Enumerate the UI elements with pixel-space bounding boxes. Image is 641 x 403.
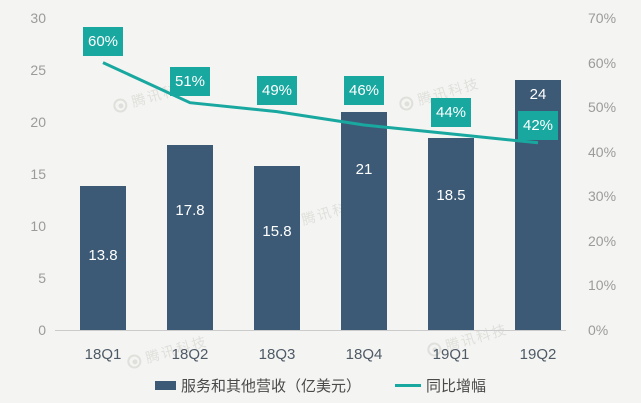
bar-value-label: 18.5 — [436, 186, 466, 204]
revenue-bar-18Q3 — [254, 165, 300, 330]
growth-line-swatch-icon — [395, 384, 421, 387]
bar-value-label: 13.8 — [88, 247, 118, 265]
growth-value-label: 44% — [431, 97, 471, 127]
legend-revenue-label: 服务和其他营收（亿美元） — [180, 378, 361, 395]
legend: 服务和其他营收（亿美元） 同比增幅 — [0, 375, 641, 396]
revenue-bar-18Q2 — [167, 144, 213, 330]
right-axis-tick: 20% — [588, 232, 617, 249]
right-axis-tick: 50% — [588, 99, 617, 116]
x-axis-label-19Q2: 19Q2 — [519, 346, 557, 363]
bar-value-label: 15.8 — [262, 222, 292, 240]
left-axis-tick: 0 — [38, 322, 46, 338]
bar-value-label: 21 — [355, 160, 373, 178]
left-axis-tick: 10 — [30, 218, 46, 234]
growth-value-label: 51% — [170, 66, 210, 96]
x-axis-label-18Q3: 18Q3 — [258, 346, 296, 363]
revenue-bar-swatch-icon — [154, 381, 176, 390]
legend-item-revenue: 服务和其他营收（亿美元） — [154, 375, 361, 396]
revenue-bar-18Q1 — [80, 186, 126, 330]
left-axis-tick: 15 — [30, 166, 46, 182]
growth-value-label: 46% — [344, 75, 384, 105]
x-axis-label-18Q4: 18Q4 — [345, 346, 383, 363]
right-axis-tick: 70% — [588, 10, 617, 26]
left-axis-tick: 30 — [30, 10, 46, 26]
x-axis-label-18Q1: 18Q1 — [84, 346, 122, 363]
revenue-bar-18Q4 — [341, 111, 387, 330]
left-axis-tick: 5 — [38, 270, 46, 286]
growth-value-label: 60% — [83, 26, 123, 56]
x-axis-line — [55, 330, 566, 331]
legend-growth-label: 同比增幅 — [426, 378, 487, 395]
x-axis-label-18Q2: 18Q2 — [171, 346, 209, 363]
revenue-bar-19Q1 — [428, 137, 474, 330]
left-axis-tick: 25 — [30, 62, 46, 78]
growth-value-label: 42% — [518, 110, 558, 140]
legend-item-growth: 同比增幅 — [395, 375, 486, 396]
right-axis-tick: 10% — [588, 277, 617, 294]
right-axis-tick: 60% — [588, 54, 617, 71]
left-axis-tick: 20 — [30, 114, 46, 130]
right-axis-tick: 30% — [588, 188, 617, 205]
growth-value-label: 49% — [257, 75, 297, 105]
bar-value-label: 17.8 — [175, 201, 205, 219]
right-axis-tick: 40% — [588, 143, 617, 160]
x-axis-label-19Q1: 19Q1 — [432, 346, 470, 363]
right-axis-tick: 0% — [588, 322, 609, 338]
